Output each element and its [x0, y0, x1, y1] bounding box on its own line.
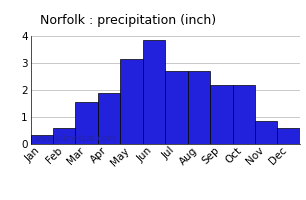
Bar [143, 40, 165, 144]
Text: www.allmetsat.com: www.allmetsat.com [33, 134, 116, 143]
Bar [31, 135, 53, 144]
Bar [210, 85, 233, 144]
Bar [233, 85, 255, 144]
Bar [165, 71, 188, 144]
Bar [120, 59, 143, 144]
Bar [255, 121, 278, 144]
Bar [188, 71, 210, 144]
Bar [53, 128, 76, 144]
Bar [278, 128, 300, 144]
Text: Norfolk : precipitation (inch): Norfolk : precipitation (inch) [40, 14, 216, 27]
Bar [98, 93, 120, 144]
Bar [76, 102, 98, 144]
